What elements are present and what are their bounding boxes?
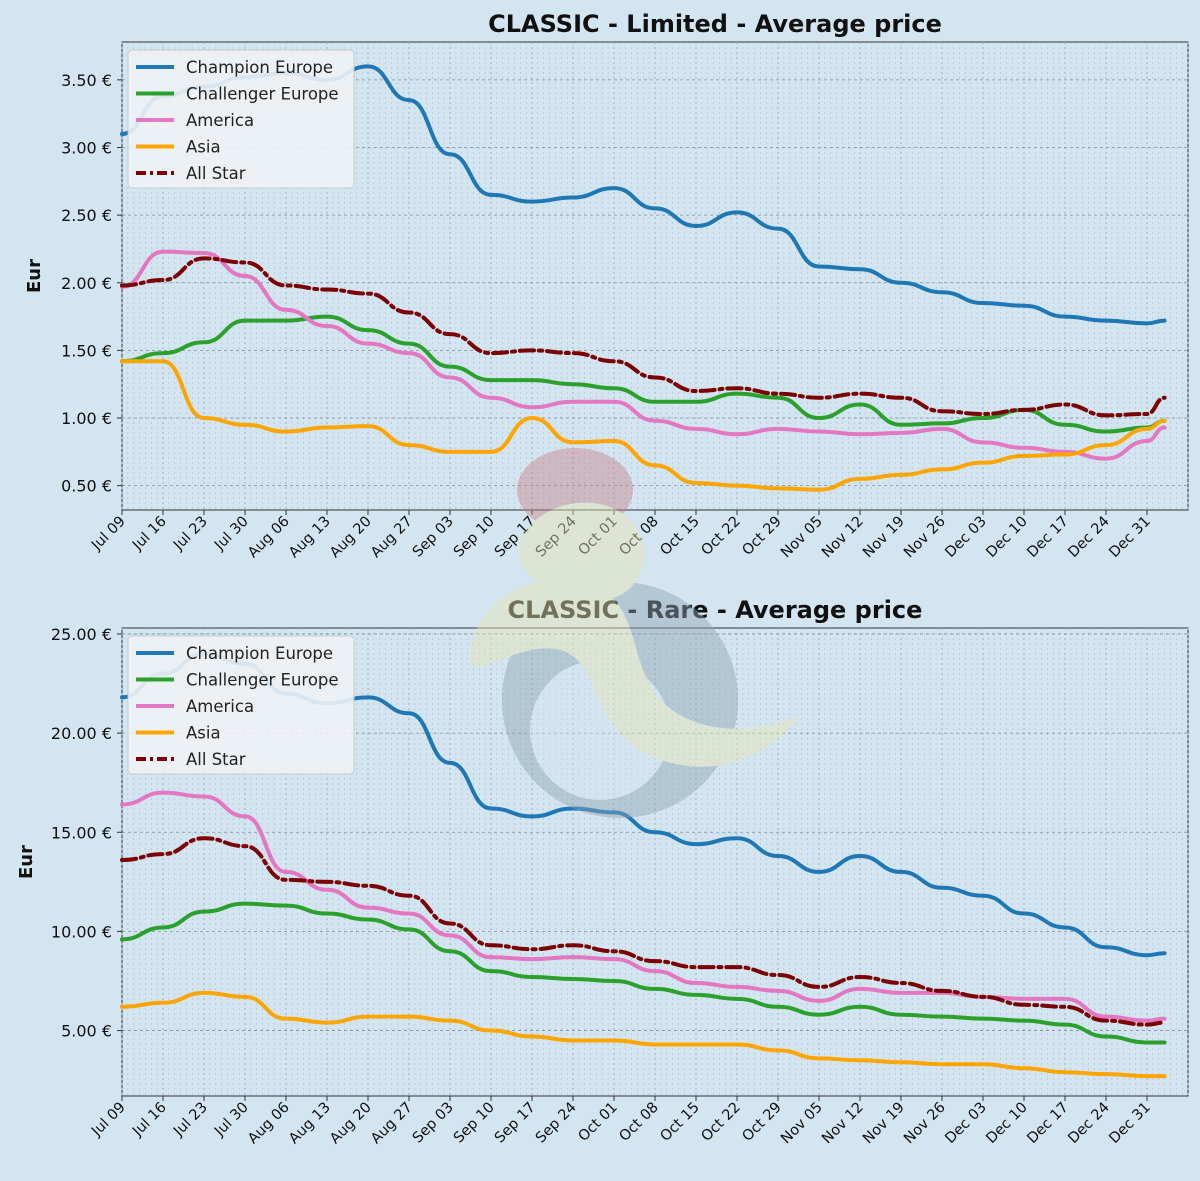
x-tick-label: Nov 12 xyxy=(819,1100,867,1148)
x-tick-label: Jul 16 xyxy=(129,514,170,555)
x-tick-label: Oct 29 xyxy=(739,514,784,559)
y-axis-label: Eur xyxy=(24,259,45,293)
x-tick-label: Dec 03 xyxy=(942,514,989,561)
x-tick-label: Oct 29 xyxy=(739,1100,784,1145)
y-tick-label: 15.00 € xyxy=(51,823,112,842)
x-tick-label: Oct 01 xyxy=(575,1100,620,1145)
x-tick-label: Nov 05 xyxy=(778,514,826,562)
legend-box xyxy=(127,635,355,775)
y-tick-label: 3.00 € xyxy=(61,139,112,158)
x-tick-label: Dec 03 xyxy=(942,1100,989,1147)
x-tick-label: Dec 10 xyxy=(983,514,1030,561)
chart-panel-2: 5.00 € 10.00 € 15.00 € 20.00 € 25.00 € Jul 09… xyxy=(16,596,1189,1148)
x-tick-label: Jul 09 xyxy=(88,1100,129,1141)
legend-label-champion-europe: Champion Europe xyxy=(186,58,333,77)
series-line-challenger-europe xyxy=(120,901,1167,1045)
x-tick-label: Oct 15 xyxy=(657,1100,702,1145)
y-tick-label: 1.00 € xyxy=(61,409,112,428)
x-tick-label: Jul 16 xyxy=(129,1100,170,1141)
x-tick-label: Aug 13 xyxy=(286,514,334,562)
x-tick-label: Oct 22 xyxy=(698,1100,743,1145)
y-tick-label: 10.00 € xyxy=(51,922,112,941)
x-tick-label: Sep 17 xyxy=(492,1100,539,1147)
chart-title: CLASSIC - Limited - Average price xyxy=(488,10,942,38)
x-tick-label: Dec 17 xyxy=(1024,1100,1071,1147)
x-tick-label: Aug 06 xyxy=(245,514,293,562)
series-line-asia xyxy=(120,990,1167,1079)
y-tick-label: 5.00 € xyxy=(61,1022,112,1041)
legend: Champion Europe Challenger Europe America A… xyxy=(127,635,355,775)
x-tick-label: Nov 19 xyxy=(860,514,908,562)
x-tick-label: Jul 23 xyxy=(170,1100,211,1141)
x-tick-label: Sep 03 xyxy=(410,1100,457,1147)
x-tick-label: Dec 31 xyxy=(1106,1100,1153,1147)
legend-label-champion-europe: Champion Europe xyxy=(186,644,333,663)
x-tick-label: Aug 13 xyxy=(286,1100,334,1148)
y-tick-label: 1.50 € xyxy=(61,341,112,360)
x-tick-label: Oct 08 xyxy=(616,1100,661,1145)
x-tick-label: Jul 09 xyxy=(88,514,129,555)
x-tick-label: Jul 23 xyxy=(170,514,211,555)
x-tick-label: Dec 17 xyxy=(1024,514,1071,561)
legend-label-all-star: All Star xyxy=(186,164,246,183)
x-tick-label: Dec 31 xyxy=(1106,514,1153,561)
series-line-asia xyxy=(120,359,1167,492)
series-line-all-star xyxy=(120,256,1167,418)
x-tick-label: Sep 10 xyxy=(451,1100,498,1147)
legend-label-america: America xyxy=(186,111,254,130)
x-tick-label: Oct 15 xyxy=(657,514,702,559)
y-tick-label: 0.50 € xyxy=(61,477,112,496)
legend-label-all-star: All Star xyxy=(186,750,246,769)
legend: Champion Europe Challenger Europe America A… xyxy=(127,49,355,189)
series-line-america xyxy=(120,249,1167,461)
x-tick-label: Nov 19 xyxy=(860,1100,908,1148)
x-tick-label: Aug 20 xyxy=(327,1100,375,1148)
x-tick-label: Aug 06 xyxy=(245,1100,293,1148)
x-tick-label: Sep 10 xyxy=(451,514,498,561)
x-tick-label: Nov 05 xyxy=(778,1100,826,1148)
x-tick-label: Dec 24 xyxy=(1065,1100,1112,1147)
x-tick-label: Aug 27 xyxy=(368,514,416,562)
legend-label-challenger-europe: Challenger Europe xyxy=(186,671,339,690)
x-tick-label: Oct 22 xyxy=(698,514,743,559)
x-tick-label: Aug 20 xyxy=(327,514,375,562)
legend-label-asia: Asia xyxy=(186,724,221,743)
y-tick-label: 25.00 € xyxy=(51,625,112,644)
x-tick-label: Sep 24 xyxy=(533,1100,580,1147)
legend-label-challenger-europe: Challenger Europe xyxy=(186,85,339,104)
x-tick-label: Nov 12 xyxy=(819,514,867,562)
snake-mascot-watermark xyxy=(470,448,800,818)
legend-box xyxy=(127,49,355,189)
x-tick-label: Aug 27 xyxy=(368,1100,416,1148)
x-tick-label: Sep 03 xyxy=(410,514,457,561)
x-tick-label: Nov 26 xyxy=(901,1100,949,1148)
y-tick-label: 3.50 € xyxy=(61,71,112,90)
y-axis-label: Eur xyxy=(16,845,37,879)
y-tick-label: 2.50 € xyxy=(61,206,112,225)
x-tick-label: Dec 10 xyxy=(983,1100,1030,1147)
x-tick-label: Nov 26 xyxy=(901,514,949,562)
legend-label-asia: Asia xyxy=(186,138,221,157)
series-line-challenger-europe xyxy=(120,314,1167,434)
y-tick-label: 20.00 € xyxy=(51,724,112,743)
y-tick-label: 2.00 € xyxy=(61,274,112,293)
legend-label-america: America xyxy=(186,697,254,716)
series-line-all-star xyxy=(120,836,1167,1027)
x-tick-label: Dec 24 xyxy=(1065,514,1112,561)
series-line-america xyxy=(120,790,1167,1023)
chart-title: CLASSIC - Rare - Average price xyxy=(508,596,923,624)
